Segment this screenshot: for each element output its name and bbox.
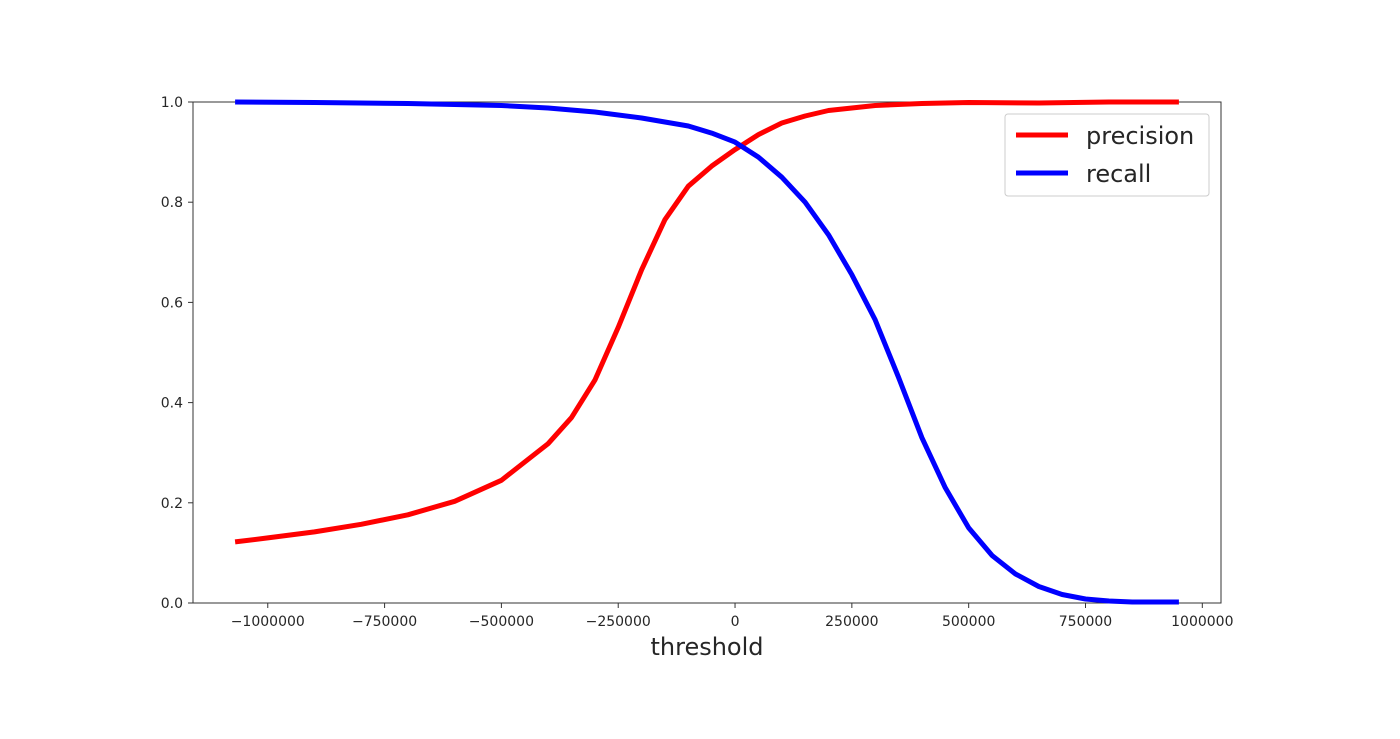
x-tick-label: −500000 bbox=[469, 614, 534, 630]
legend-label-recall: recall bbox=[1086, 160, 1151, 188]
series-layer bbox=[234, 99, 1179, 605]
series-line-precision bbox=[234, 99, 1179, 545]
y-tick-label: 0.4 bbox=[161, 396, 183, 412]
y-tick-label: 1.0 bbox=[161, 95, 183, 111]
x-tick-label: −750000 bbox=[352, 614, 417, 630]
plot-frame bbox=[192, 101, 1222, 604]
x-axis: −1000000 −750000 −500000 −250000 0 250000 5000… bbox=[231, 603, 1233, 630]
y-tick-label: 0.0 bbox=[161, 596, 183, 612]
x-tick-label: −250000 bbox=[586, 614, 651, 630]
x-tick-label: 250000 bbox=[825, 614, 878, 630]
x-tick-label: 500000 bbox=[942, 614, 995, 630]
series-line-recall bbox=[235, 99, 1179, 605]
x-tick-label: 750000 bbox=[1059, 614, 1112, 630]
legend-label-precision: precision bbox=[1086, 122, 1194, 150]
y-tick-label: 0.8 bbox=[161, 195, 183, 211]
x-tick-label: −1000000 bbox=[231, 614, 305, 630]
y-tick-label: 0.6 bbox=[161, 295, 183, 311]
y-tick-label: 0.2 bbox=[161, 496, 183, 512]
y-axis: 0.0 0.2 0.4 0.6 0.8 1.0 bbox=[161, 95, 193, 612]
x-tick-label: 1000000 bbox=[1171, 614, 1233, 630]
x-axis-title: threshold bbox=[650, 633, 763, 661]
legend: precision recall bbox=[1004, 113, 1210, 197]
x-tick-label: 0 bbox=[731, 614, 740, 630]
plot-area bbox=[192, 99, 1222, 605]
